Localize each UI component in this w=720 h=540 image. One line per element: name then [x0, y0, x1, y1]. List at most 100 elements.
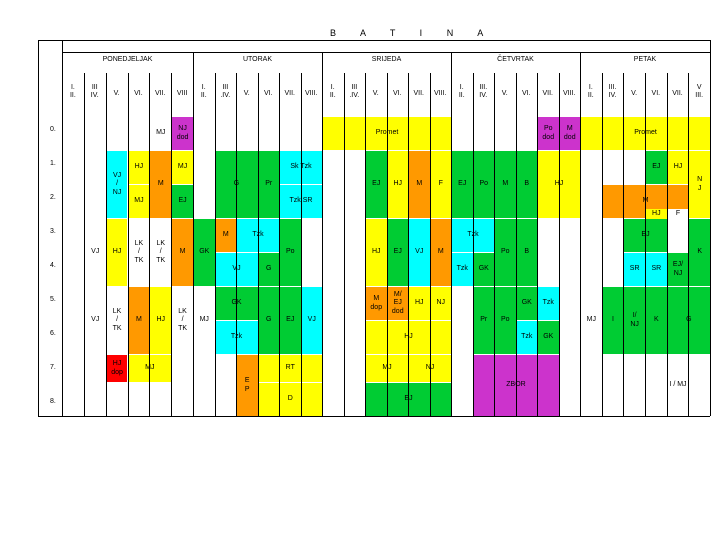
- lesson-block: EJ: [172, 185, 193, 218]
- period-label: 0.: [50, 126, 56, 133]
- class-heading: VIII.: [563, 90, 576, 97]
- day-heading: SRIJEDA: [371, 56, 402, 63]
- lesson-block: G: [258, 287, 279, 354]
- column-separator: [84, 73, 85, 416]
- column-separator: [688, 73, 689, 416]
- day-heading: ČETVRTAK: [497, 56, 534, 63]
- period-label: 1.: [50, 160, 56, 167]
- class-heading: I. II.: [329, 84, 336, 100]
- lesson-block: NJ dod: [172, 117, 193, 150]
- period-label: 6.: [50, 330, 56, 337]
- period-label: 4.: [50, 262, 56, 269]
- period-column-line: [62, 40, 63, 416]
- lesson-block: MJ: [128, 185, 150, 218]
- lesson-block: GK: [538, 321, 559, 354]
- class-heading: VI.: [134, 90, 143, 97]
- lesson-block: B: [516, 219, 537, 286]
- column-separator: [279, 73, 280, 416]
- lesson-block: M: [409, 151, 430, 218]
- lesson-block: N J: [689, 151, 710, 218]
- day-heading: PETAK: [633, 56, 657, 63]
- frame-right: [710, 40, 711, 416]
- class-heading: III. IV.: [479, 84, 488, 100]
- class-heading: V.: [243, 90, 250, 97]
- lesson-block: VJ: [409, 219, 430, 286]
- lesson-block: M: [172, 219, 193, 286]
- lesson-block: MJ: [150, 117, 172, 150]
- class-heading: VI.: [263, 90, 273, 97]
- class-heading: V.: [631, 90, 638, 97]
- period-label: 7.: [50, 364, 56, 371]
- lesson-block: HJ: [646, 209, 667, 220]
- lesson-block: F: [430, 151, 451, 218]
- class-heading: V.: [113, 90, 120, 97]
- frame-bottom: [38, 416, 710, 417]
- lesson-block: LK / TK: [106, 287, 128, 354]
- column-separator: [408, 73, 409, 416]
- lesson-block: SR: [624, 253, 645, 286]
- lesson-block: EJ/ NJ: [667, 253, 689, 286]
- lesson-block: VJ: [84, 219, 106, 286]
- lesson-block: RT: [258, 355, 322, 382]
- lesson-block: MJ: [581, 287, 602, 354]
- lesson-block: M: [150, 151, 172, 218]
- lesson-block: Pr: [473, 287, 494, 354]
- lesson-block: Po: [495, 219, 516, 286]
- class-heading: VII.: [154, 90, 166, 97]
- column-separator: [365, 73, 366, 416]
- column-separator: [537, 73, 538, 416]
- column-separator: [258, 73, 259, 416]
- column-separator: [602, 73, 603, 416]
- day-separator: [193, 52, 194, 416]
- lesson-block: NJ: [430, 287, 451, 320]
- class-heading: I. II.: [458, 84, 465, 100]
- lesson-block: K: [646, 287, 667, 354]
- lesson-block: M: [128, 287, 150, 354]
- day-separator: [322, 52, 323, 416]
- class-heading: V.: [501, 90, 508, 97]
- lesson-block: Po: [495, 287, 516, 354]
- lesson-block: D: [258, 383, 322, 416]
- day-heading: UTORAK: [242, 56, 273, 63]
- day-separator: [451, 52, 452, 416]
- class-heading: V.: [372, 90, 379, 97]
- column-separator: [236, 73, 237, 416]
- lesson-block: M dod: [559, 117, 580, 150]
- column-separator: [149, 73, 150, 416]
- class-heading: VIII.: [305, 90, 318, 97]
- lesson-block: HJ: [106, 219, 128, 286]
- frame-top: [38, 40, 710, 41]
- period-label: 8.: [50, 398, 56, 405]
- lesson-block: EJ: [366, 151, 387, 218]
- lesson-block: HJ: [387, 151, 408, 218]
- class-heading: VII.: [542, 90, 553, 97]
- lesson-block: VJ: [84, 287, 106, 354]
- day-separator: [580, 52, 581, 416]
- column-separator: [106, 73, 107, 416]
- lesson-block: Tzk: [452, 253, 473, 286]
- class-heading: III .IV.: [349, 84, 360, 100]
- class-heading: VII.: [672, 90, 683, 97]
- column-separator: [473, 73, 474, 416]
- column-separator: [171, 73, 172, 416]
- lesson-block: Po: [280, 219, 301, 286]
- lesson-block: EJ: [646, 151, 667, 184]
- column-separator: [559, 73, 560, 416]
- frame-left: [38, 40, 39, 416]
- lesson-block: GK: [516, 287, 537, 320]
- class-heading: I. II.: [69, 84, 76, 100]
- class-heading: V III.: [695, 84, 704, 100]
- lesson-block: HJ: [366, 219, 387, 286]
- lesson-block: Pr: [258, 151, 279, 218]
- lesson-block: HJ: [667, 151, 689, 184]
- class-heading: VI.: [651, 90, 661, 97]
- class-heading: VII.: [413, 90, 424, 97]
- lesson-block: MJ: [194, 287, 215, 354]
- column-separator: [494, 73, 495, 416]
- class-heading: VII.: [284, 90, 295, 97]
- lesson-block: HJ: [150, 287, 172, 354]
- column-separator: [128, 73, 129, 416]
- lesson-block: VJ: [301, 287, 322, 354]
- lesson-block: HJ dop: [106, 355, 128, 382]
- lesson-block: LK / TK: [150, 219, 172, 286]
